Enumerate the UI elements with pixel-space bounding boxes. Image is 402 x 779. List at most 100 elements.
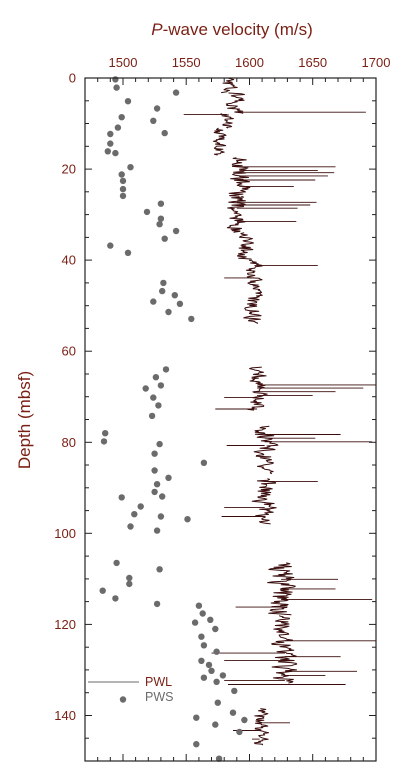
pwl-trace-segment-9 (243, 282, 263, 325)
pws-point (229, 709, 237, 716)
pws-point (114, 124, 122, 131)
pws-point (219, 672, 227, 679)
legend-pws-label: PWS (145, 690, 173, 704)
pwl-trace-segment-3 (220, 113, 234, 129)
y-axis-title: Depth (mbsf) (15, 371, 34, 469)
pws-point (156, 440, 163, 448)
pws-point (119, 185, 127, 193)
y-tick-label: 140 (54, 708, 76, 723)
pws-point (162, 366, 170, 373)
pwl-trace-segment-4 (212, 127, 227, 156)
pws-point (205, 661, 213, 669)
pws-point (150, 298, 157, 305)
y-tick-label: 20 (62, 162, 76, 177)
pwl-trace-segment-8 (245, 259, 263, 284)
pws-point (124, 98, 132, 105)
x-axis-title-italic: P (151, 20, 163, 39)
pws-point (150, 394, 157, 401)
pws-point (107, 242, 114, 249)
x-tick-label: 1650 (298, 55, 327, 70)
pws-point (151, 450, 158, 457)
pws-point (159, 287, 166, 295)
pws-point (112, 149, 119, 157)
pws-point (157, 200, 165, 207)
y-tick-label: 80 (62, 435, 76, 450)
pws-point (193, 714, 200, 721)
y-axis-ticks: 0 20 40 60 80 100 120 140 (54, 71, 376, 762)
pwl-trace-segment-12 (251, 478, 277, 525)
pws-point (191, 619, 199, 626)
pws-point (184, 516, 191, 523)
x-tick-label: 1600 (235, 55, 264, 70)
pws-point (161, 235, 168, 242)
pws-point (142, 385, 149, 392)
plot-content (99, 76, 376, 762)
pws-point (153, 527, 161, 534)
x-tick-label: 1500 (109, 55, 138, 70)
pws-point (157, 215, 165, 222)
pws-point (153, 105, 161, 112)
pws-point (148, 412, 156, 420)
pws-point (200, 674, 208, 681)
pws-point (198, 657, 205, 664)
x-tick-label: 1550 (172, 55, 201, 70)
pws-point (124, 249, 132, 256)
pws-point (188, 315, 195, 323)
pws-point (193, 741, 200, 748)
pws-point (241, 716, 248, 724)
pwl-trace-segment-11 (253, 425, 279, 475)
pws-point (156, 221, 163, 228)
x-tick-label: 1700 (362, 55, 391, 70)
x-axis-title: P-wave velocity (m/s) (151, 20, 313, 39)
y-tick-label: 60 (62, 344, 76, 359)
pwl-trace-segment-7 (237, 232, 254, 260)
pws-point (213, 678, 220, 685)
pws-point (150, 117, 157, 125)
x-axis-title-rest: -wave velocity (m/s) (163, 20, 313, 39)
pws-point (113, 559, 120, 567)
pws-point (176, 300, 184, 307)
pws-point (119, 192, 127, 200)
pws-point (104, 148, 112, 155)
pws-point (160, 279, 167, 287)
pws-point (112, 76, 119, 83)
pwl-trace-segment-6 (226, 195, 246, 233)
pws-point (155, 402, 162, 409)
y-tick-label: 100 (54, 526, 76, 541)
pws-point (215, 755, 223, 762)
pws-point (127, 523, 134, 530)
pws-point (200, 642, 208, 649)
pws-point (119, 177, 127, 185)
pws-point (113, 84, 120, 91)
pwl-trace-segment-15 (253, 708, 270, 746)
pws-point (126, 580, 133, 588)
pwl-trace-segment-10 (247, 366, 268, 411)
pws-point (118, 494, 125, 501)
pws-point (172, 89, 180, 96)
pws-point (99, 587, 106, 594)
pwl-trace-segment-14 (271, 615, 298, 684)
pwl-trace-segment-2 (225, 92, 245, 114)
pws-point (165, 308, 172, 316)
pws-point (198, 633, 205, 640)
pws-point (157, 513, 165, 520)
pws-point (137, 503, 144, 510)
y-tick-label: 120 (54, 617, 76, 632)
pws-point (156, 566, 163, 573)
pws-point (102, 430, 109, 437)
pws-point (207, 616, 214, 623)
pws-point (236, 728, 243, 736)
pws-point (159, 493, 166, 500)
pws-point (118, 114, 125, 121)
plot-frame (84, 77, 377, 762)
pws-point (107, 140, 114, 147)
y-tick-label: 0 (69, 71, 76, 86)
pws-point (152, 374, 160, 381)
pws-point (119, 696, 127, 703)
pws-point (151, 488, 158, 496)
pws-point (212, 625, 219, 633)
pws-point (171, 292, 178, 299)
pws-point (157, 382, 165, 389)
pws-point (127, 164, 134, 171)
